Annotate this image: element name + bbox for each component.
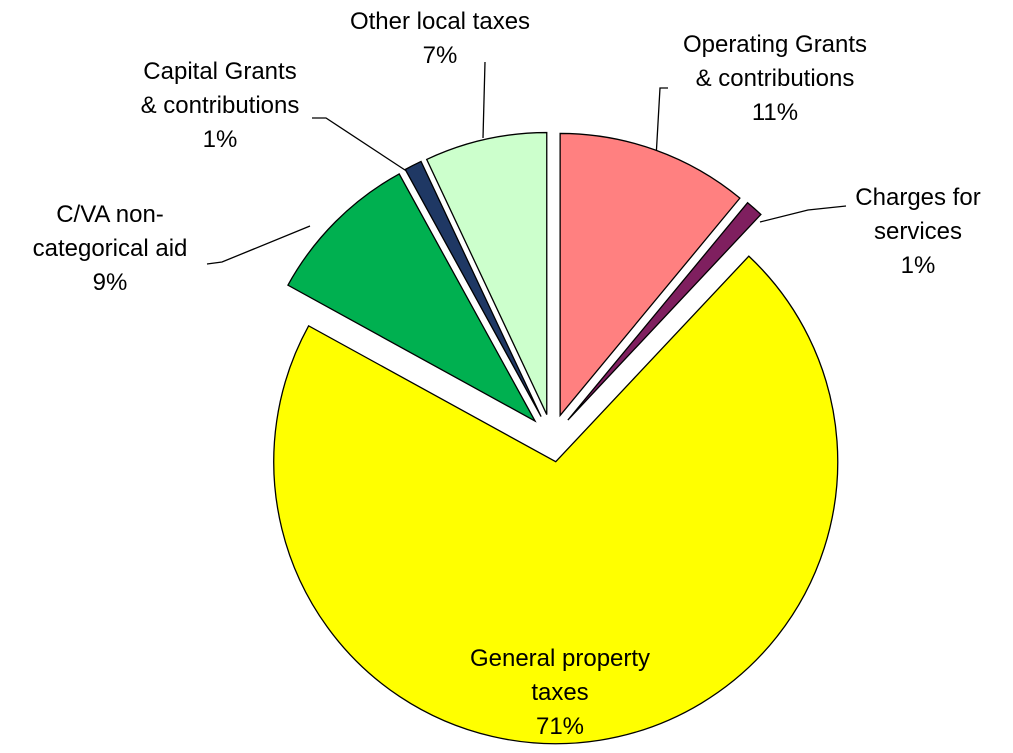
category-label: C/VA non-categorical aid: [32, 201, 188, 262]
slice-label: Operating Grants & contributions 11%: [678, 28, 873, 130]
value-label: 1%: [900, 252, 936, 279]
slice-label: Capital Grants & contributions 1%: [136, 55, 304, 157]
leader-line: [482, 61, 486, 139]
category-label: Charges for services: [855, 184, 981, 245]
slice-label: Charges for services 1%: [848, 181, 988, 283]
leader-line: [312, 117, 409, 173]
leader-line: [759, 205, 847, 223]
value-label: 1%: [202, 126, 238, 153]
category-label: Capital Grants & contributions: [140, 58, 300, 119]
slice-label: C/VA non-categorical aid 9%: [28, 198, 193, 300]
pie-slice: [273, 255, 839, 745]
category-label: Other local taxes: [349, 8, 531, 35]
pie-slice: [404, 160, 542, 417]
slice-label: General property taxes 71%: [460, 642, 660, 744]
pie-slice: [287, 173, 537, 423]
slices: [273, 131, 839, 745]
value-label: 11%: [751, 99, 799, 126]
pie-slice: [567, 201, 762, 421]
slice-label: Other local taxes 7%: [310, 5, 570, 73]
pie-slice: [559, 132, 741, 418]
leader-line: [655, 87, 668, 159]
leader-line: [206, 225, 311, 265]
category-label: Operating Grants & contributions: [682, 31, 868, 92]
category-label: General property taxes: [469, 645, 651, 706]
value-label: 71%: [535, 713, 585, 740]
value-label: 9%: [92, 269, 128, 296]
pie-slice: [425, 131, 548, 415]
value-label: 7%: [422, 42, 458, 69]
